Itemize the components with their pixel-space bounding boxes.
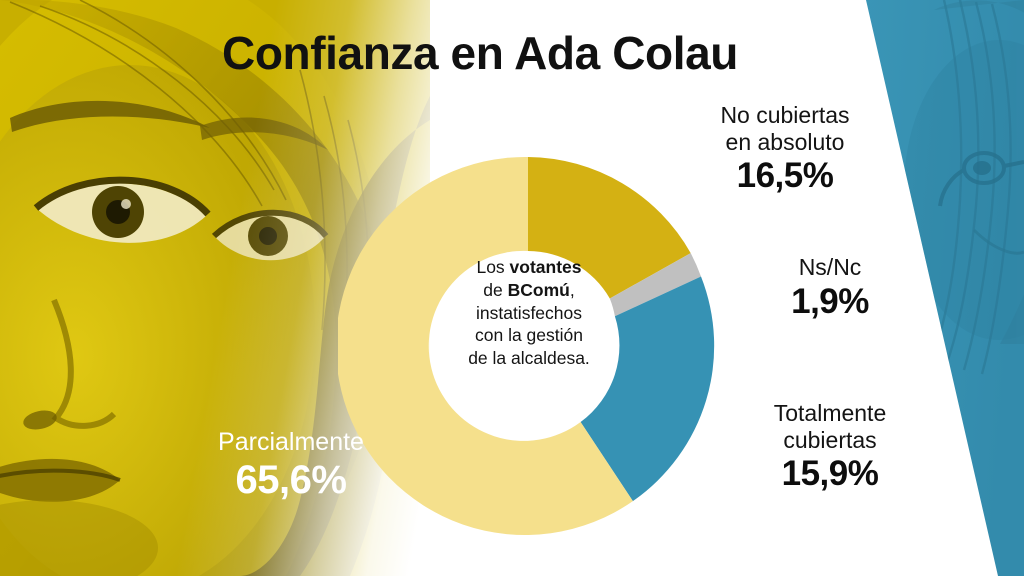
center-note-line-1: Los votantes (436, 256, 622, 279)
label-ns-nc-value: 1,9% (791, 281, 869, 321)
label-no-cubiertas-line2: en absoluto (725, 128, 845, 155)
label-parcialmente: Parcialmente 65,6% (176, 428, 406, 504)
label-ns-nc-line1: Ns/Nc (798, 254, 862, 280)
center-note-line-5: de la alcaldesa. (468, 348, 590, 368)
label-parcialmente-value: 65,6% (235, 458, 347, 502)
slice-totalmente-cubiertas (580, 276, 715, 502)
label-totalmente-line2: cubiertas (783, 426, 877, 453)
donut-center-note: Los votantes de BComú, instatisfechos co… (436, 256, 622, 370)
center-note-line2-bold: BComú (507, 279, 570, 300)
slice-parcialmente (338, 156, 633, 535)
center-note-line2-tail: , (569, 279, 575, 300)
label-no-cubiertas-line1: No cubiertas (720, 102, 850, 128)
page-title: Confianza en Ada Colau (222, 27, 738, 79)
label-totalmente-line1: Totalmente (773, 400, 887, 426)
label-no-cubiertas: No cubiertas en absoluto 16,5% (660, 102, 910, 197)
center-note-line1-plain: Los (476, 257, 510, 277)
label-ns-nc: Ns/Nc 1,9% (740, 254, 920, 322)
slice-no-cubiertas (528, 157, 691, 299)
label-totalmente-value: 15,9% (781, 454, 879, 494)
label-no-cubiertas-value: 16,5% (736, 156, 834, 196)
center-note-line-2: de BComú, (436, 279, 622, 302)
right-teal-panel (824, 0, 1024, 576)
center-note-line-4: con la gestión (475, 325, 583, 346)
donut-chart (338, 156, 718, 536)
center-note-line1-bold: votantes (509, 257, 582, 277)
center-note-line-3: instatisfechos (475, 302, 583, 323)
center-note-line2-plain: de (483, 279, 508, 300)
label-parcialmente-line1: Parcialmente (218, 428, 364, 456)
label-totalmente-cubiertas: Totalmente cubiertas 15,9% (718, 400, 942, 495)
slice-ns-nc (609, 253, 701, 317)
